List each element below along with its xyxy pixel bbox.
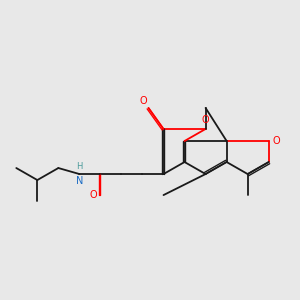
Text: O: O xyxy=(272,136,280,146)
Text: H: H xyxy=(76,162,83,171)
Text: O: O xyxy=(140,96,147,106)
Text: N: N xyxy=(76,176,83,185)
Text: O: O xyxy=(89,190,97,200)
Text: O: O xyxy=(202,115,209,125)
